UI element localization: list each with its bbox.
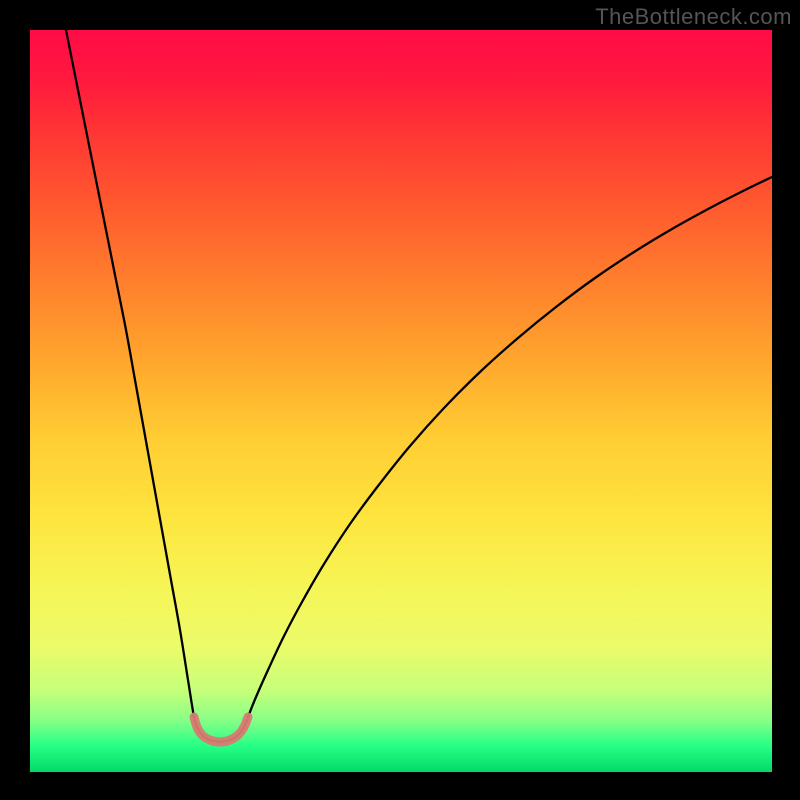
chart-container: TheBottleneck.com: [0, 0, 800, 800]
watermark-label: TheBottleneck.com: [595, 4, 792, 30]
plot-background: [30, 30, 772, 772]
bottleneck-chart: [0, 0, 800, 800]
